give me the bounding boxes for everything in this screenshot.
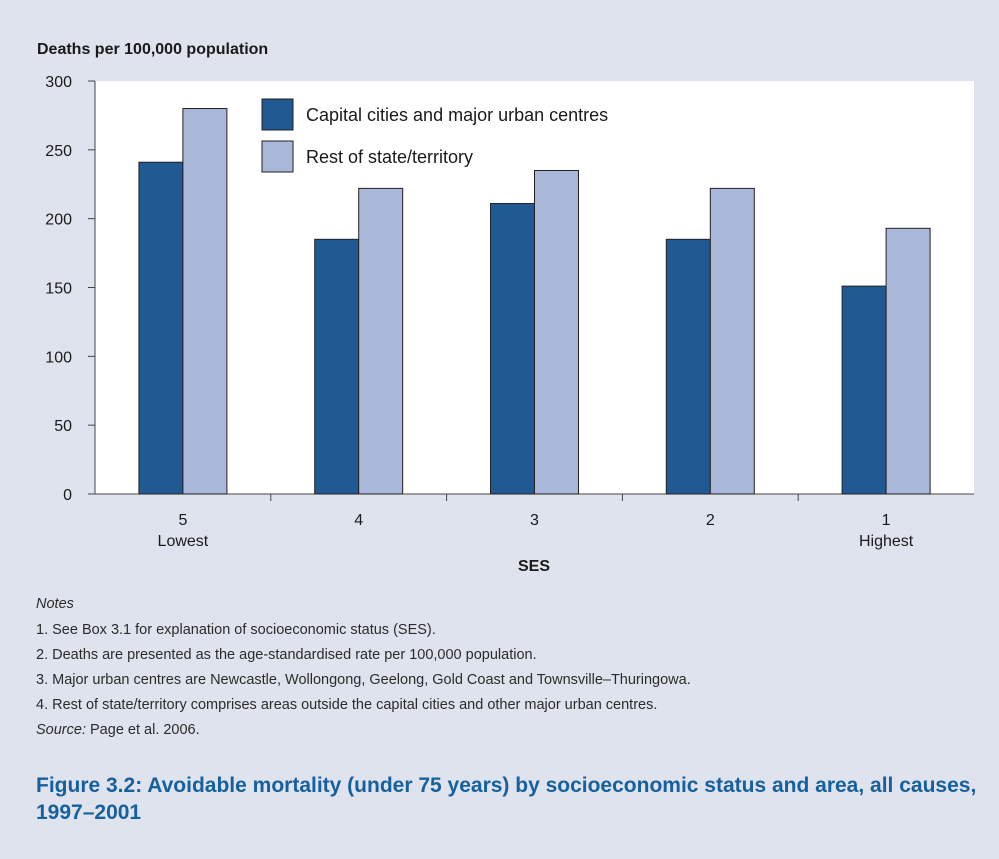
x-tick-label: 2: [706, 512, 715, 529]
bar: [314, 238, 360, 495]
y-tick-label: 200: [45, 212, 72, 229]
source-text: Page et al. 2006.: [85, 722, 200, 738]
source-line: Source: Page et al. 2006.: [36, 722, 976, 738]
bar: [665, 238, 711, 495]
bar: [534, 169, 579, 495]
y-tick-label: 300: [45, 74, 72, 91]
note-item: 1. See Box 3.1 for explanation of socioe…: [36, 622, 436, 638]
x-axis-title: SES: [518, 558, 550, 575]
legend-label: Capital cities and major urban centres: [306, 105, 608, 125]
bar: [358, 187, 404, 495]
bar: [709, 187, 755, 495]
y-axis: 0 50 100 150 200 250 300: [45, 74, 96, 504]
bar: [885, 227, 931, 495]
x-tick-label: 5: [178, 512, 187, 529]
x-tick-sublabel: Highest: [859, 533, 914, 550]
x-tick-label: 3: [530, 512, 539, 529]
y-tick-label: 250: [45, 143, 72, 160]
source-label: Source:: [36, 722, 86, 738]
y-tick-label: 150: [45, 281, 72, 298]
y-tick-label: 100: [45, 349, 72, 366]
legend-swatch: [261, 98, 294, 131]
x-tick-sublabel: Lowest: [158, 533, 209, 550]
legend-label: Rest of state/territory: [306, 147, 473, 167]
notes-heading: Notes: [36, 596, 74, 612]
notes: Notes 1. See Box 3.1 for explanation of …: [36, 596, 976, 738]
y-tick-label: 0: [63, 487, 72, 504]
bar: [182, 108, 228, 495]
figure-title: Figure 3.2: Avoidable mortality (under 7…: [36, 774, 977, 824]
legend: Capital cities and major urban centres Re…: [261, 98, 608, 173]
bar: [490, 203, 535, 495]
bar: [138, 161, 184, 495]
legend-swatch: [261, 140, 294, 173]
bar-chart: Deaths per 100,000 population 0 50 100 150 2…: [37, 41, 974, 575]
bars: [138, 108, 931, 495]
note-item: 2. Deaths are presented as the age-stand…: [36, 647, 537, 663]
x-tick-label: 1: [882, 512, 891, 529]
note-item: 4. Rest of state/territory comprises are…: [36, 697, 658, 713]
bar: [841, 285, 887, 495]
x-axis: 5 Lowest 4 3 2 1 Highest: [95, 493, 974, 550]
x-tick-label: 4: [354, 512, 363, 529]
note-item: 3. Major urban centres are Newcastle, Wo…: [36, 672, 691, 688]
y-axis-title: Deaths per 100,000 population: [37, 41, 268, 58]
y-tick-label: 50: [54, 418, 72, 435]
